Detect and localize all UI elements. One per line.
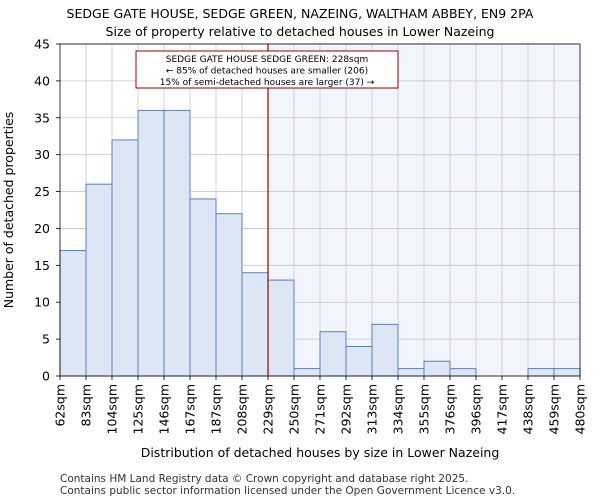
bar (371, 323, 399, 377)
bar (111, 139, 139, 377)
bar (449, 368, 477, 377)
x-tick-label: 146sqm (157, 384, 172, 434)
x-tick-label: 62sqm (53, 384, 68, 427)
y-tick-label: 15 (34, 258, 50, 273)
bar (59, 250, 87, 377)
y-tick-label: 40 (34, 73, 50, 88)
bar (215, 213, 243, 377)
x-tick-label: 83sqm (79, 384, 94, 427)
footer-licence: Contains public sector information licen… (60, 485, 516, 497)
annotation-line-2: ← 85% of detached houses are smaller (20… (166, 67, 368, 77)
y-axis-ticks: 0 5 10 15 20 25 30 35 40 45 (34, 37, 60, 384)
x-tick-label: 334sqm (391, 384, 406, 434)
bar (241, 272, 269, 377)
x-tick-label: 480sqm (573, 384, 588, 434)
chart-subtitle: Size of property relative to detached ho… (105, 24, 495, 39)
y-tick-label: 45 (34, 37, 50, 52)
bar (137, 109, 165, 377)
plot-frame (59, 43, 581, 377)
bar (553, 368, 581, 377)
annotation-line-1: SEDGE GATE HOUSE SEDGE GREEN: 228sqm (166, 55, 368, 65)
bar (345, 345, 373, 377)
x-tick-label: 125sqm (131, 384, 146, 434)
x-tick-label: 187sqm (209, 384, 224, 434)
x-tick-label: 292sqm (339, 384, 354, 434)
bar (527, 368, 555, 377)
bars (59, 109, 581, 377)
bar (267, 279, 295, 377)
chart-title: SEDGE GATE HOUSE, SEDGE GREEN, NAZEING, … (66, 6, 534, 21)
y-axis-label: Number of detached properties (1, 112, 16, 309)
annotation-box: SEDGE GATE HOUSE SEDGE GREEN: 228sqm ← 8… (135, 50, 399, 89)
x-tick-label: 271sqm (313, 384, 328, 434)
bar (85, 183, 113, 377)
x-tick-label: 438sqm (521, 384, 536, 434)
y-tick-label: 30 (34, 147, 50, 162)
x-tick-label: 167sqm (183, 384, 198, 434)
x-tick-label: 313sqm (365, 384, 380, 434)
y-tick-label: 20 (34, 221, 50, 236)
annotation-frame (135, 50, 399, 89)
bar (319, 331, 347, 377)
bar (423, 360, 451, 377)
y-tick-label: 5 (42, 332, 50, 347)
x-tick-label: 417sqm (495, 384, 510, 434)
bar (293, 368, 321, 377)
y-tick-label: 35 (34, 110, 50, 125)
x-tick-label: 250sqm (287, 384, 302, 434)
annotation-line-3: 15% of semi-detached houses are larger (… (160, 78, 375, 88)
x-tick-label: 104sqm (105, 384, 120, 434)
x-tick-label: 376sqm (443, 384, 458, 434)
x-tick-label: 208sqm (235, 384, 250, 434)
bar (163, 109, 191, 377)
x-axis-ticks: 62sqm 83sqm 104sqm 125sqm 146sqm 167sqm 187sqm… (53, 376, 588, 434)
bar (397, 368, 425, 377)
x-tick-label: 355sqm (417, 384, 432, 434)
x-tick-label: 396sqm (469, 384, 484, 434)
x-tick-label: 229sqm (261, 384, 276, 434)
x-tick-label: 459sqm (547, 384, 562, 434)
bar (189, 198, 217, 377)
x-axis-label: Distribution of detached houses by size … (141, 445, 500, 460)
footer-copyright: Contains HM Land Registry data © Crown c… (60, 473, 469, 485)
y-tick-label: 25 (34, 184, 50, 199)
y-tick-label: 10 (34, 295, 50, 310)
y-tick-label: 0 (42, 369, 50, 384)
